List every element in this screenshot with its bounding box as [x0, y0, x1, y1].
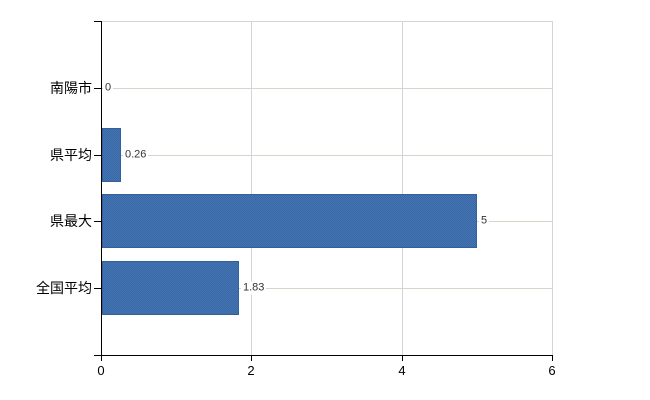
- gridline-h: [102, 155, 552, 156]
- y-tick: [94, 155, 101, 156]
- gridline-v: [552, 21, 553, 355]
- bar-2: [102, 194, 477, 248]
- y-tick: [94, 88, 101, 89]
- gridline-v: [402, 21, 403, 355]
- value-label-1: 0.26: [123, 148, 149, 162]
- gridline-v: [251, 21, 252, 355]
- x-tick-label-1: 2: [247, 363, 255, 378]
- category-label-0: 南陽市: [50, 80, 92, 96]
- y-tick: [94, 221, 101, 222]
- value-label-2: 5: [479, 214, 490, 228]
- value-label-0: 0: [103, 81, 114, 95]
- plot-top-border: [101, 21, 553, 22]
- gridline-h: [102, 88, 552, 89]
- x-axis-line: [101, 355, 553, 356]
- x-tick-label-0: 0: [97, 363, 105, 378]
- gridline-h: [102, 288, 552, 289]
- x-tick: [552, 355, 553, 361]
- x-tick-label-3: 6: [548, 363, 556, 378]
- x-tick: [402, 355, 403, 361]
- x-tick: [251, 355, 252, 361]
- bar-1: [102, 128, 121, 182]
- category-label-2: 県最大: [50, 213, 92, 229]
- y-tick: [94, 288, 101, 289]
- y-axis-line: [101, 21, 102, 355]
- bar-3: [102, 261, 239, 315]
- y-tick: [94, 21, 101, 22]
- category-label-3: 全国平均: [36, 280, 92, 296]
- value-label-3: 1.83: [241, 281, 267, 295]
- y-tick: [94, 355, 101, 356]
- x-tick: [101, 355, 102, 361]
- x-tick-label-2: 4: [398, 363, 406, 378]
- category-label-1: 県平均: [50, 147, 92, 163]
